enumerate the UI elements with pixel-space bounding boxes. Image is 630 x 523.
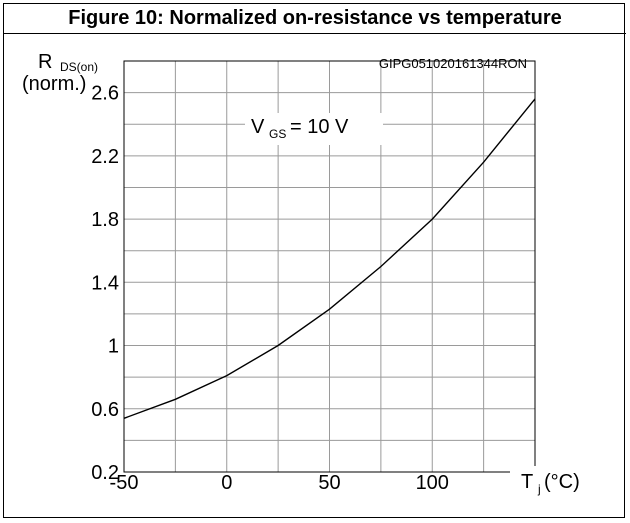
plot-area [123,60,536,473]
x-tick-label: -50 [110,472,139,494]
x-axis-label-unit: (°C) [544,471,580,493]
figure-frame: Figure 10: Normalized on-resistance vs t… [3,3,626,518]
x-tick-label: 0 [221,472,232,494]
y-axis-label-unit: (norm.) [22,73,86,95]
y-tick-label: 2.6 [91,83,119,105]
annotation-background [245,113,383,145]
x-axis-label-main: T [521,471,533,493]
y-axis-label: R DS(on) (norm.) [22,51,98,95]
annotation-text: = 10 V [290,116,349,138]
x-axis-label-sub: j [537,482,541,496]
grid [124,61,535,472]
y-tick-label: 0.6 [91,399,119,421]
y-tick-label: 0.2 [91,462,119,484]
x-axis-label-background [510,466,590,496]
y-tick-label: 1.4 [91,272,119,294]
gate-voltage-annotation: V GS = 10 V [245,113,383,145]
y-tick-label: 1 [108,336,119,358]
y-tick-label: 1.8 [91,209,119,231]
chart-code: GIPG051020161344RON [379,56,527,71]
series-group [123,98,536,419]
x-tick-label: 100 [416,472,449,494]
annotation-sub: GS [269,127,286,141]
tick-labels: 0.2 0.6 1 1.4 1.8 2.2 2.6 -50 0 50 100 [91,83,449,494]
y-axis-label-main: R [38,51,52,73]
y-tick-label: 2.2 [91,146,119,168]
x-tick-label: 50 [318,472,340,494]
x-axis-label: T j (°C) [510,466,590,496]
y-axis-label-sub: DS(on) [60,60,98,74]
annotation-main: V [251,116,265,138]
series-line [123,98,536,419]
figure-title: Figure 10: Normalized on-resistance vs t… [4,4,626,34]
